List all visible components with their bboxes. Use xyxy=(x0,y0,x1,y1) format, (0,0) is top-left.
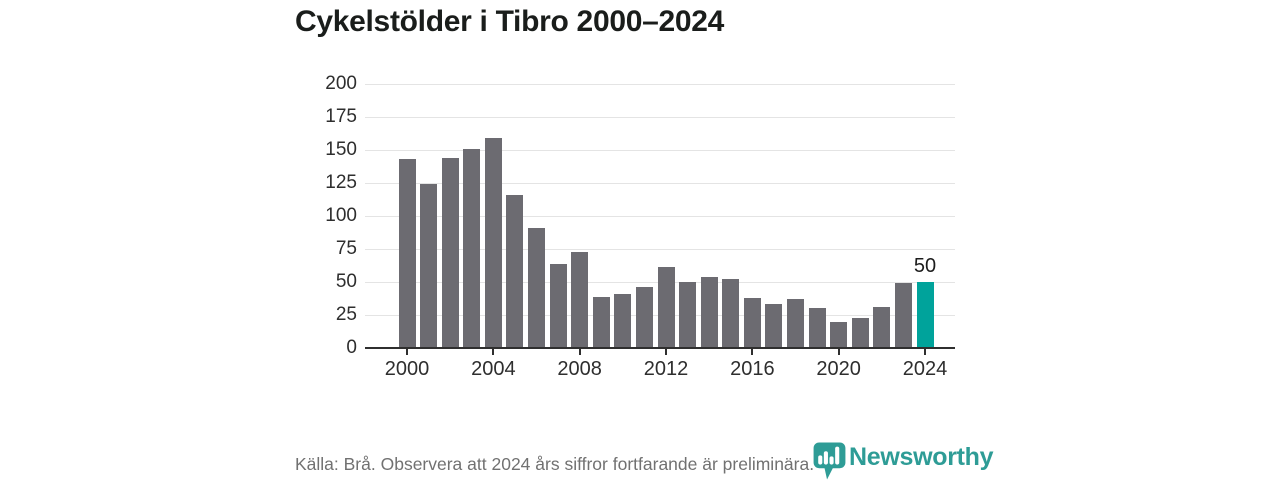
source-note: Källa: Brå. Observera att 2024 års siffr… xyxy=(295,454,815,474)
chart-title: Cykelstölder i Tibro 2000–2024 xyxy=(295,5,725,38)
bar-2002 xyxy=(441,157,459,348)
bar-2024 xyxy=(916,282,934,348)
bar-2013 xyxy=(679,282,697,348)
gridline-y-200 xyxy=(365,83,955,85)
x-axis-label-2024: 2024 xyxy=(902,358,948,380)
y-axis-label-50: 50 xyxy=(335,271,357,292)
bar-value-label-2024: 50 xyxy=(913,255,937,277)
gridline-y-150 xyxy=(365,149,955,151)
x-tick-2020 xyxy=(837,349,840,355)
bar-2012 xyxy=(657,267,675,348)
x-tick-2000 xyxy=(406,349,408,355)
y-axis-label-150: 150 xyxy=(325,139,357,160)
x-axis-line xyxy=(365,347,955,349)
y-axis-label-100: 100 xyxy=(325,205,357,226)
newsworthy-logo[interactable]: Newsworthy xyxy=(813,441,994,480)
bar-2015 xyxy=(722,279,740,348)
x-axis-label-2008: 2008 xyxy=(557,358,602,380)
bar-2017 xyxy=(765,304,783,348)
y-axis-label-125: 125 xyxy=(325,172,357,193)
x-axis-label-2000: 2000 xyxy=(384,358,430,380)
x-axis-label-2004: 2004 xyxy=(471,358,516,380)
x-tick-2016 xyxy=(751,349,754,355)
y-axis-label-75: 75 xyxy=(335,238,357,259)
bar-2009 xyxy=(592,296,610,348)
plot-area: 0 25 50 75 100 125 150 175 200 50 2000 2004 2008 2012… xyxy=(325,73,955,380)
bar-2023 xyxy=(894,283,912,348)
y-axis-label-0: 0 xyxy=(346,337,357,358)
gridline-y-75 xyxy=(365,248,955,250)
y-axis-label-200: 200 xyxy=(325,73,357,94)
x-tick-2008 xyxy=(578,349,581,355)
y-axis-label-25: 25 xyxy=(335,304,357,325)
y-axis-label-175: 175 xyxy=(325,106,357,127)
bar-2022 xyxy=(873,307,891,348)
bar-2010 xyxy=(614,293,632,348)
bar-2006 xyxy=(528,227,545,348)
bar-2020 xyxy=(830,321,848,348)
bar-2001 xyxy=(420,184,438,348)
x-axis-label-2012: 2012 xyxy=(643,358,689,380)
bar-2016 xyxy=(743,297,761,348)
bar-2014 xyxy=(700,276,718,348)
x-axis-label-2020: 2020 xyxy=(816,358,861,380)
newsworthy-wordmark[interactable]: Newsworthy xyxy=(849,443,994,471)
gridline-y-175 xyxy=(365,116,955,118)
x-tick-2024 xyxy=(924,349,926,355)
x-tick-2004 xyxy=(492,349,495,355)
bar-2003 xyxy=(463,148,481,348)
bar-2005 xyxy=(506,194,524,348)
x-tick-2012 xyxy=(665,349,667,355)
bar-2018 xyxy=(787,299,804,348)
bar-2004 xyxy=(484,138,502,348)
bar-2007 xyxy=(549,263,567,348)
x-axis-label-2016: 2016 xyxy=(730,358,775,380)
gridline-y-125 xyxy=(365,182,955,184)
newsworthy-pin-barchart-icon xyxy=(813,442,846,480)
bar-2000 xyxy=(398,159,416,348)
bar-2011 xyxy=(635,287,653,348)
gridline-y-100 xyxy=(365,215,955,217)
bar-2021 xyxy=(851,317,869,348)
bar-2008 xyxy=(571,251,589,348)
bar-2019 xyxy=(808,308,826,348)
